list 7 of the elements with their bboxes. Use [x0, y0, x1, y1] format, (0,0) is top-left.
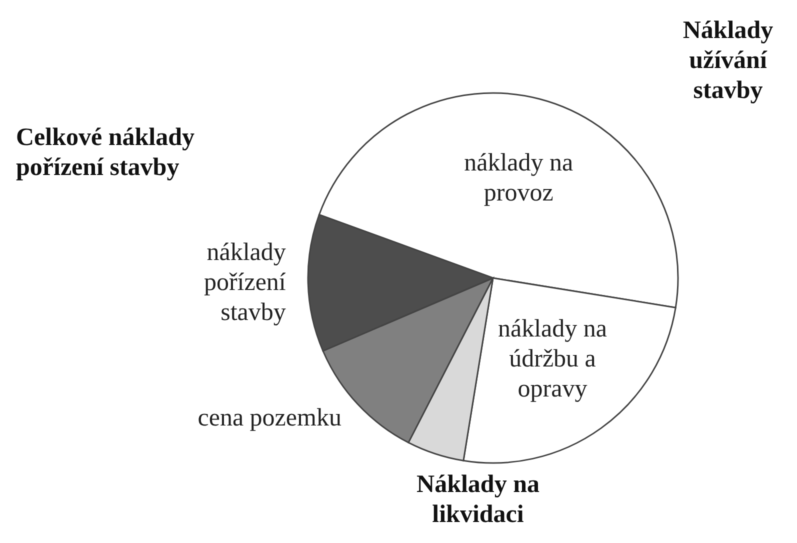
slice-label: cena pozemku [198, 404, 342, 432]
slice-label: náklady na údržbu a opravy [498, 315, 608, 402]
slice-label: náklady na provoz [464, 149, 574, 206]
text: Náklady užívání stavby [682, 16, 774, 106]
text: Náklady na likvidaci [416, 470, 540, 530]
slice-label: náklady pořízení stavby [204, 238, 286, 326]
text: Celkové náklady pořízení stavby [16, 123, 196, 183]
